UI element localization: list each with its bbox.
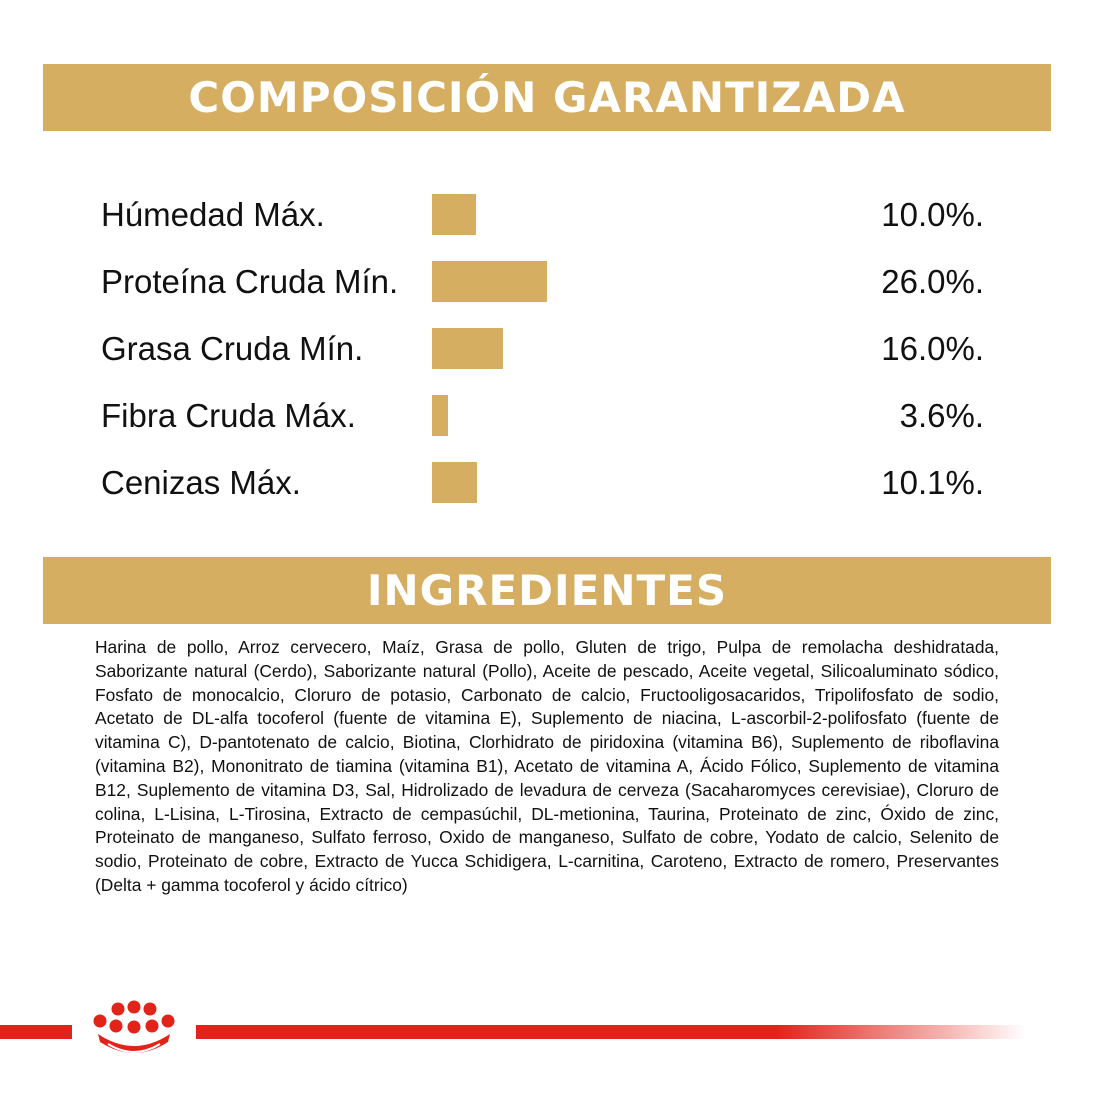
composition-row-fibra: Fibra Cruda Máx. 3.6%. bbox=[0, 394, 1094, 438]
composition-label: Cenizas Máx. bbox=[101, 464, 301, 501]
composition-row-proteina: Proteína Cruda Mín. 26.0%. bbox=[0, 260, 1094, 304]
composition-row-humedad: Húmedad Máx. 10.0%. bbox=[0, 193, 1094, 237]
composition-label: Húmedad Máx. bbox=[101, 196, 325, 233]
composition-label: Proteína Cruda Mín. bbox=[101, 263, 399, 300]
composition-value: 10.1%. bbox=[881, 464, 984, 501]
composition-bar bbox=[432, 328, 503, 369]
composition-bar bbox=[432, 395, 448, 436]
ingredients-title: INGREDIENTES bbox=[366, 566, 728, 615]
footer-red-line-right bbox=[196, 1025, 1026, 1039]
composition-value: 16.0%. bbox=[881, 330, 984, 367]
composition-row-cenizas: Cenizas Máx. 10.1%. bbox=[0, 461, 1094, 505]
composition-value: 10.0%. bbox=[881, 196, 984, 233]
composition-value: 26.0%. bbox=[881, 263, 984, 300]
royal-canin-crown-icon bbox=[93, 1000, 175, 1053]
ingredients-header: INGREDIENTES bbox=[43, 557, 1051, 624]
composition-bar bbox=[432, 261, 547, 302]
composition-label: Grasa Cruda Mín. bbox=[101, 330, 364, 367]
footer-red-line-left bbox=[0, 1025, 72, 1039]
composition-row-grasa: Grasa Cruda Mín. 16.0%. bbox=[0, 327, 1094, 371]
composition-header: COMPOSICIÓN GARANTIZADA bbox=[43, 64, 1051, 131]
composition-bar bbox=[432, 194, 476, 235]
composition-label: Fibra Cruda Máx. bbox=[101, 397, 356, 434]
composition-title: COMPOSICIÓN GARANTIZADA bbox=[188, 73, 906, 122]
composition-value: 3.6%. bbox=[899, 397, 984, 434]
composition-bar bbox=[432, 462, 477, 503]
ingredients-text: Harina de pollo, Arroz cervecero, Maíz, … bbox=[95, 637, 999, 895]
